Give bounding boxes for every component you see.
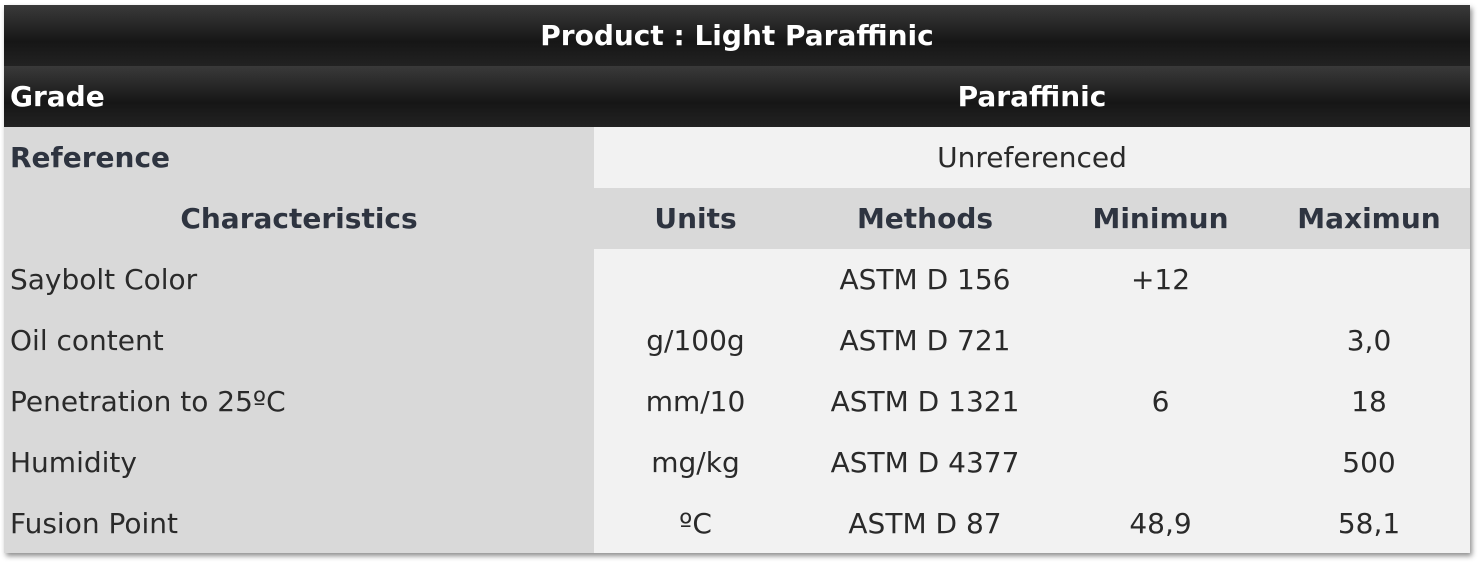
reference-row: Reference Unreferenced (4, 127, 1470, 188)
characteristic-cell: Oil content (4, 310, 594, 371)
maximum-cell: 3,0 (1268, 310, 1470, 371)
header-methods: Methods (856, 202, 994, 235)
table-row: Oil content g/100g ASTM D 721 3,0 (4, 310, 1470, 371)
product-spec-table: Product : Light Paraffinic Grade Paraffi… (4, 5, 1470, 553)
reference-label: Reference (4, 127, 594, 188)
grade-label: Grade (4, 66, 594, 127)
header-characteristics: Characteristics (180, 202, 418, 235)
method-cell: ASTM D 721 (797, 310, 1053, 371)
method-cell: ASTM D 156 (797, 249, 1053, 310)
maximum-cell: 500 (1268, 432, 1470, 493)
table-title: Product : Light Paraffinic (4, 5, 1470, 66)
units-cell: mm/10 (594, 371, 797, 432)
characteristic-cell: Saybolt Color (4, 249, 594, 310)
minimum-cell (1053, 310, 1268, 371)
column-header-row: Characteristics Units Methods Minimun Ma… (4, 188, 1470, 249)
method-cell: ASTM D 4377 (797, 432, 1053, 493)
header-maximum: Maximun (1297, 202, 1441, 235)
characteristic-cell: Fusion Point (4, 493, 594, 553)
reference-value: Unreferenced (594, 127, 1470, 188)
characteristic-cell: Humidity (4, 432, 594, 493)
maximum-cell: 18 (1268, 371, 1470, 432)
grade-row: Grade Paraffinic (4, 66, 1470, 127)
minimum-cell (1053, 432, 1268, 493)
header-minimum: Minimun (1092, 202, 1229, 235)
minimum-cell: +12 (1053, 249, 1268, 310)
method-cell: ASTM D 87 (797, 493, 1053, 553)
table-row: Humidity mg/kg ASTM D 4377 500 (4, 432, 1470, 493)
units-cell: ºC (594, 493, 797, 553)
characteristic-cell: Penetration to 25ºC (4, 371, 594, 432)
minimum-cell: 48,9 (1053, 493, 1268, 553)
header-units: Units (654, 202, 737, 235)
minimum-cell: 6 (1053, 371, 1268, 432)
units-cell: g/100g (594, 310, 797, 371)
units-cell (594, 249, 797, 310)
table-row: Fusion Point ºC ASTM D 87 48,9 58,1 (4, 493, 1470, 553)
units-cell: mg/kg (594, 432, 797, 493)
grade-value: Paraffinic (594, 66, 1470, 127)
title-row: Product : Light Paraffinic (4, 5, 1470, 66)
maximum-cell: 58,1 (1268, 493, 1470, 553)
table-row: Penetration to 25ºC mm/10 ASTM D 1321 6 … (4, 371, 1470, 432)
table-row: Saybolt Color ASTM D 156 +12 (4, 249, 1470, 310)
method-cell: ASTM D 1321 (797, 371, 1053, 432)
maximum-cell (1268, 249, 1470, 310)
